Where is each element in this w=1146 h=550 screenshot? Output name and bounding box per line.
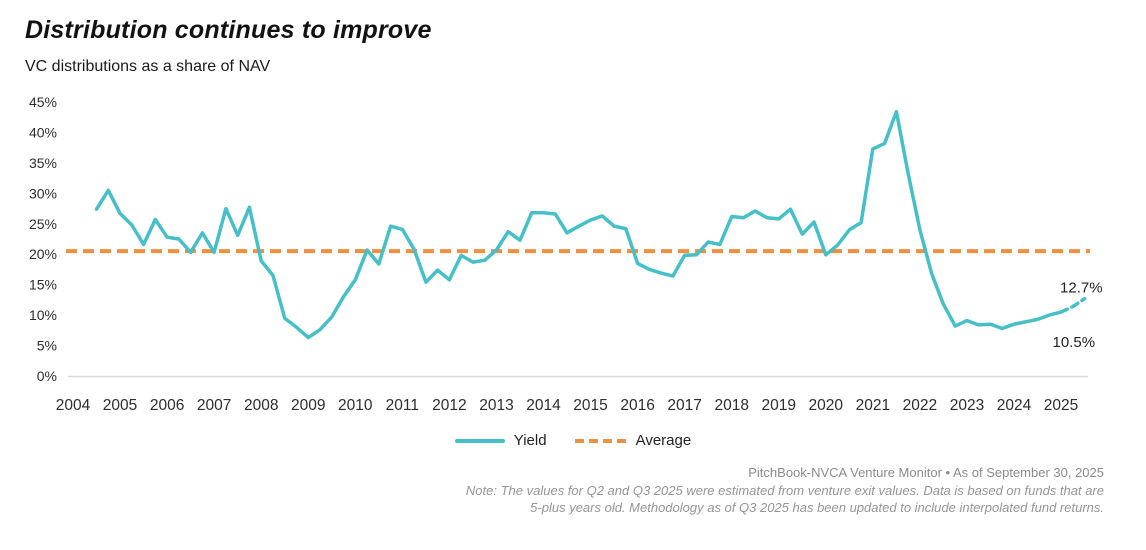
y-tick-label: 30% bbox=[29, 185, 57, 201]
chart-subtitle: VC distributions as a share of NAV bbox=[25, 58, 271, 75]
x-tick-label: 2020 bbox=[809, 397, 844, 414]
x-tick-label: 2023 bbox=[950, 397, 984, 414]
y-tick-label: 5% bbox=[37, 338, 57, 354]
yield-line bbox=[94, 109, 1063, 340]
x-tick-label: 2024 bbox=[997, 397, 1032, 414]
y-tick-label: 45% bbox=[29, 94, 57, 110]
y-tick-label: 0% bbox=[37, 368, 57, 384]
x-tick-label: 2004 bbox=[56, 397, 91, 414]
x-tick-label: 2015 bbox=[573, 397, 607, 414]
x-tick-label: 2010 bbox=[338, 397, 373, 414]
x-tick-label: 2008 bbox=[244, 397, 278, 414]
chart-title: Distribution continues to improve bbox=[25, 16, 432, 44]
x-tick-label: 2012 bbox=[432, 397, 466, 414]
x-tick-label: 2011 bbox=[386, 397, 419, 414]
x-tick-label: 2019 bbox=[762, 397, 796, 414]
source-attribution: PitchBook-NVCA Venture Monitor • As of S… bbox=[748, 465, 1104, 480]
x-tick-label: 2022 bbox=[903, 397, 937, 414]
x-tick-label: 2005 bbox=[103, 397, 137, 414]
legend-item-average: Average bbox=[574, 432, 692, 449]
x-tick-label: 2017 bbox=[667, 397, 701, 414]
legend-label-yield: Yield bbox=[513, 432, 547, 449]
y-tick-label: 40% bbox=[29, 124, 57, 140]
x-tick-label: 2006 bbox=[150, 397, 184, 414]
legend-item-yield: Yield bbox=[454, 432, 547, 449]
x-tick-label: 2016 bbox=[620, 397, 654, 414]
average-line-swatch bbox=[574, 438, 627, 443]
x-tick-label: 2009 bbox=[291, 397, 325, 414]
annotation-q1-2025-actual: 10.5% bbox=[1053, 334, 1096, 351]
y-tick-label: 20% bbox=[29, 246, 57, 262]
x-tick-label: 2021 bbox=[856, 397, 890, 414]
footnote-line-2: 5-plus years old. Methodology as of Q3 2… bbox=[530, 500, 1104, 515]
footnote-line-1: Note: The values for Q2 and Q3 2025 were… bbox=[465, 482, 1104, 498]
x-tick-label: 2025 bbox=[1044, 397, 1078, 414]
y-tick-label: 10% bbox=[29, 307, 57, 323]
chart-footer: PitchBook-NVCA Venture Monitor • As of S… bbox=[384, 464, 1104, 517]
x-tick-label: 2014 bbox=[526, 397, 561, 414]
annotation-q3-2025-estimate: 12.7% bbox=[1060, 280, 1103, 297]
chart-legend: Yield Average bbox=[0, 432, 1146, 449]
x-tick-label: 2007 bbox=[197, 397, 231, 414]
x-tick-label: 2013 bbox=[479, 397, 513, 414]
y-tick-label: 15% bbox=[29, 277, 57, 293]
legend-label-average: Average bbox=[635, 432, 692, 449]
y-tick-label: 35% bbox=[29, 155, 57, 171]
yield-line-estimated bbox=[1059, 296, 1087, 314]
yield-line-swatch bbox=[454, 438, 505, 443]
x-tick-label: 2018 bbox=[714, 397, 748, 414]
y-tick-label: 25% bbox=[29, 216, 57, 232]
